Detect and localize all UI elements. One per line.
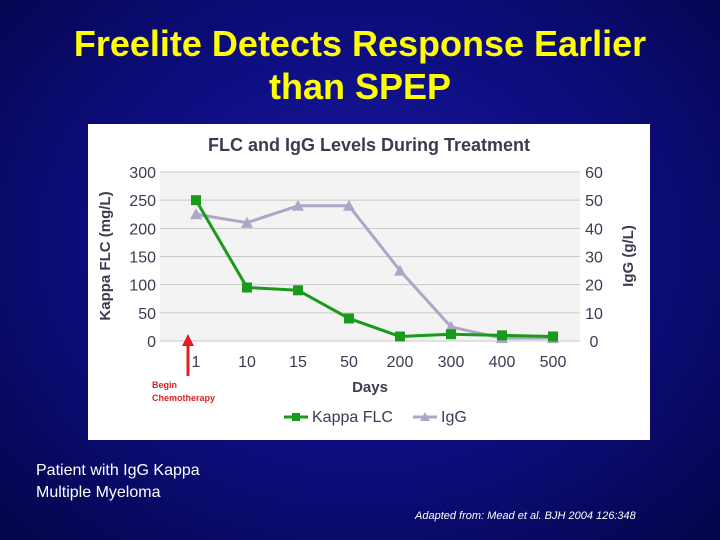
x-tick-label: 10 xyxy=(238,354,256,371)
kappa-flc-point xyxy=(446,329,456,340)
x-axis-label: Days xyxy=(352,379,388,396)
kappa-flc-point xyxy=(395,331,405,342)
kappa-flc-line xyxy=(194,199,554,338)
y2-tick-label: 40 xyxy=(585,221,603,238)
kappa-flc-point xyxy=(548,331,558,342)
y-tick-label: 250 xyxy=(129,193,156,210)
begin-chemotherapy-annotation: Begin Chemotherapy xyxy=(152,334,215,403)
annotation-text-line2: Chemotherapy xyxy=(152,393,215,403)
x-axis-ticks: 1 10 15 50 200 300 400 500 xyxy=(192,354,567,371)
x-tick-label: 50 xyxy=(340,354,358,371)
x-tick-label: 1 xyxy=(192,354,201,371)
annotation-arrow-head xyxy=(182,334,194,346)
y-axis-left-ticks: 300 250 200 150 100 50 0 xyxy=(129,165,156,351)
y-tick-label: 300 xyxy=(129,165,156,182)
patient-caption: Patient with IgG Kappa Multiple Myeloma xyxy=(36,460,200,504)
y-tick-label: 200 xyxy=(129,221,156,238)
igg-point xyxy=(445,320,457,332)
y-axis-label-right: IgG (g/L) xyxy=(620,225,637,287)
legend-marker-kappa-flc xyxy=(292,413,300,421)
legend-marker-igg xyxy=(420,412,430,421)
legend-label-igg: IgG xyxy=(441,409,467,426)
kappa-flc-point xyxy=(344,313,354,324)
x-tick-label: 400 xyxy=(489,354,516,371)
slide-title-line1: Freelite Detects Response Earlier xyxy=(73,23,647,64)
y2-tick-label: 50 xyxy=(585,193,603,210)
slide-title: Freelite Detects Response Earlier than S… xyxy=(0,22,720,108)
slide-title-line2: than SPEP xyxy=(268,66,452,107)
x-tick-label: 200 xyxy=(387,354,414,371)
kappa-flc-point xyxy=(293,285,303,296)
igg-point xyxy=(394,264,406,276)
legend-label-kappa-flc: Kappa FLC xyxy=(312,409,393,426)
flc-igg-chart: FLC and IgG Levels During Treatment 3002… xyxy=(97,135,637,426)
x-tick-label: 500 xyxy=(540,354,567,371)
series-group xyxy=(190,195,559,344)
kappa-flc-point xyxy=(242,282,252,293)
igg-point xyxy=(241,216,253,228)
source-citation: Adapted from: Mead et al. BJH 2004 126:3… xyxy=(415,510,636,522)
igg-point xyxy=(292,199,304,211)
y-tick-label: 0 xyxy=(147,334,156,351)
caption-line1: Patient with IgG Kappa xyxy=(36,462,200,479)
y-axis-label-left: Kappa FLC (mg/L) xyxy=(97,191,114,320)
y-tick-label: 100 xyxy=(129,278,156,295)
igg-point xyxy=(190,208,202,220)
chart-title: FLC and IgG Levels During Treatment xyxy=(208,135,530,155)
x-tick-label: 300 xyxy=(438,354,465,371)
kappa-flc-point xyxy=(497,330,507,341)
y2-tick-label: 30 xyxy=(585,250,603,267)
y-tick-label: 50 xyxy=(138,306,156,323)
y2-tick-label: 10 xyxy=(585,306,603,323)
igg-point xyxy=(343,199,355,211)
caption-line2: Multiple Myeloma xyxy=(36,484,161,501)
y2-tick-label: 60 xyxy=(585,165,603,182)
y-axis-right-ticks: 60 50 40 30 20 10 0 xyxy=(585,165,603,351)
y2-tick-label: 20 xyxy=(585,278,603,295)
chart-panel: FLC and IgG Levels During Treatment 300 2… xyxy=(88,124,650,440)
chart-legend: Kappa FLC IgG xyxy=(284,409,467,426)
y-tick-label: 150 xyxy=(129,250,156,267)
x-tick-label: 15 xyxy=(289,354,307,371)
y2-tick-label: 0 xyxy=(590,334,599,351)
kappa-flc-point xyxy=(191,195,201,206)
annotation-text-line1: Begin xyxy=(152,380,177,390)
